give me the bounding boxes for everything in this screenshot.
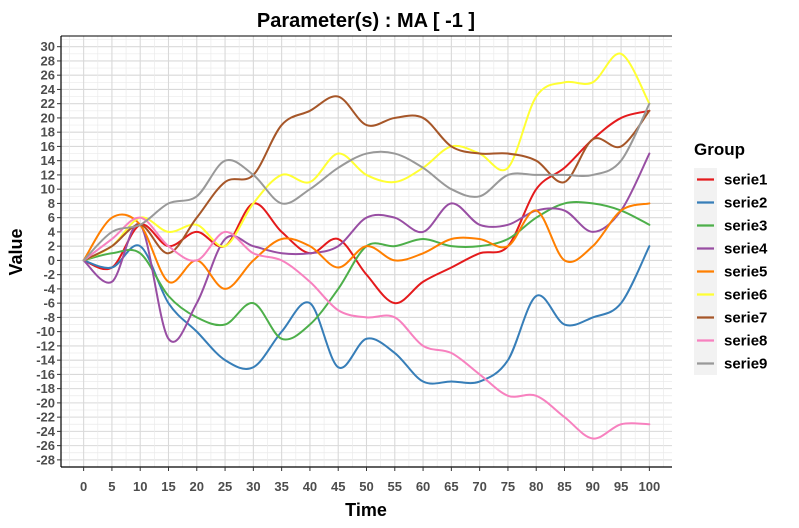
x-tick-label: 40: [303, 479, 317, 494]
legend-label-serie4: serie4: [724, 241, 768, 258]
series-line-serie9: [82, 102, 651, 262]
y-tick-label: -16: [36, 367, 55, 382]
x-tick-label: 15: [161, 479, 175, 494]
x-tick-label: 50: [359, 479, 373, 494]
legend-label-serie6: serie6: [724, 287, 767, 304]
y-tick-label: 8: [48, 196, 55, 211]
y-tick-label: 14: [41, 153, 56, 168]
series-line-serie2: [82, 244, 651, 385]
legend-title: Group: [694, 140, 745, 159]
y-tick-label: -14: [36, 353, 56, 368]
y-tick-label: 28: [41, 53, 55, 68]
y-tick-label: 4: [48, 224, 56, 239]
x-tick-label: 100: [639, 479, 661, 494]
y-axis-title: Value: [6, 228, 26, 275]
x-tick-label: 45: [331, 479, 345, 494]
y-tick-label: 30: [41, 39, 55, 54]
x-tick-label: 55: [388, 479, 402, 494]
y-tick-label: 6: [48, 210, 55, 225]
legend-label-serie5: serie5: [724, 264, 767, 281]
x-tick-label: 25: [218, 479, 232, 494]
x-tick-label: 90: [586, 479, 600, 494]
series-line-serie4: [82, 152, 651, 343]
series-line-serie6: [82, 52, 651, 262]
x-tick-label: 20: [190, 479, 204, 494]
y-tick-label: 26: [41, 68, 55, 83]
x-tick-label: 65: [444, 479, 458, 494]
chart-title: Parameter(s) : MA [ -1 ]: [257, 10, 475, 32]
x-tick-label: 35: [274, 479, 288, 494]
y-tick-label: 18: [41, 125, 55, 140]
plot-area: -28-26-24-22-20-18-16-14-12-10-8-6-4-202…: [36, 35, 672, 494]
y-tick-label: -22: [36, 410, 55, 425]
y-tick-label: -6: [43, 296, 55, 311]
legend: Group serie1 serie2 serie3 serie4 serie5 seri…: [694, 140, 768, 375]
y-tick-label: 0: [48, 253, 55, 268]
y-tick-label: -24: [36, 424, 56, 439]
y-tick-label: 2: [48, 239, 55, 254]
y-tick-label: 22: [41, 96, 55, 111]
y-tick-label: -4: [43, 281, 55, 296]
x-tick-label: 0: [80, 479, 87, 494]
legend-label-serie1: serie1: [724, 172, 767, 189]
y-tick-label: -26: [36, 438, 55, 453]
y-tick-label: 12: [41, 167, 55, 182]
x-axis-title: Time: [345, 500, 387, 520]
x-tick-label: 85: [557, 479, 571, 494]
legend-label-serie8: serie8: [724, 333, 767, 350]
y-tick-label: -8: [43, 310, 55, 325]
y-tick-label: -20: [36, 395, 55, 410]
series-line-serie5: [82, 202, 651, 290]
y-tick-label: -12: [36, 338, 55, 353]
y-tick-label: 24: [41, 82, 56, 97]
x-tick-label: 70: [472, 479, 486, 494]
y-tick-label: 20: [41, 110, 55, 125]
y-tick-label: -28: [36, 452, 55, 467]
series-line-serie1: [82, 109, 651, 305]
x-tick-label: 5: [108, 479, 115, 494]
series-line-serie8: [82, 216, 651, 440]
y-tick-label: -10: [36, 324, 55, 339]
series-line-serie7: [82, 95, 651, 262]
x-tick-label: 10: [133, 479, 147, 494]
y-tick-label: -2: [43, 267, 55, 282]
y-tick-label: 16: [41, 139, 55, 154]
legend-label-serie2: serie2: [724, 195, 767, 212]
x-tick-label: 75: [501, 479, 515, 494]
legend-label-serie7: serie7: [724, 310, 767, 327]
x-tick-label: 30: [246, 479, 260, 494]
legend-label-serie9: serie9: [724, 356, 767, 373]
x-tick-label: 60: [416, 479, 430, 494]
x-tick-label: 80: [529, 479, 543, 494]
legend-label-serie3: serie3: [724, 218, 767, 235]
y-tick-label: 10: [41, 182, 55, 197]
y-tick-label: -18: [36, 381, 55, 396]
x-tick-label: 95: [614, 479, 628, 494]
